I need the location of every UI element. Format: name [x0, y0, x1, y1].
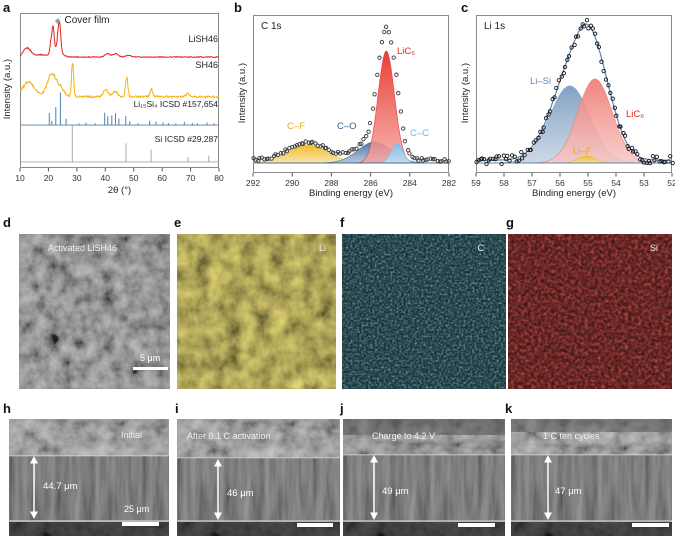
panel-letter-h: h	[3, 401, 11, 416]
svg-text:284: 284	[403, 178, 417, 188]
svg-text:52: 52	[667, 178, 675, 188]
panel-letter-f: f	[340, 215, 345, 230]
cross-section-charge-4v2: Charge to 4.2 V 49 μm	[343, 419, 505, 536]
svg-text:290: 290	[285, 178, 299, 188]
svg-text:55: 55	[583, 178, 593, 188]
svg-text:56: 56	[555, 178, 565, 188]
image-label: Li	[318, 243, 326, 253]
svg-text:20: 20	[44, 173, 54, 183]
eds-map-si: Si	[508, 234, 672, 389]
scale-bar	[122, 522, 159, 526]
panel-letter-d: d	[3, 215, 11, 230]
svg-text:59: 59	[471, 178, 481, 188]
cross-section-texture	[511, 419, 672, 536]
sem-texture	[19, 234, 170, 389]
series-label-si-icsd: Si ICSD #29,287	[154, 134, 218, 144]
image-label: After 0.1 C activation	[187, 431, 271, 441]
svg-text:282: 282	[442, 178, 456, 188]
svg-text:58: 58	[499, 178, 509, 188]
svg-text:292: 292	[246, 178, 260, 188]
scale-bar	[458, 523, 495, 527]
svg-text:286: 286	[364, 178, 378, 188]
peak-label-lisi: Li–Si	[530, 76, 552, 87]
panel-b-title: C 1s	[261, 21, 282, 32]
thickness-arrow	[30, 456, 38, 519]
panel-c-title: Li 1s	[484, 21, 506, 32]
thickness-arrow	[214, 459, 222, 520]
thickness-value: 44.7 μm	[43, 481, 78, 492]
panel-c-xlabel: Binding energy (eV)	[532, 188, 616, 199]
xps-li1s-chart: 59 58 57 56 55 54 53 52	[471, 15, 675, 188]
eds-si-texture	[508, 234, 672, 389]
peak-label-cf: C–F	[287, 121, 305, 132]
panel-a-xlabel: 2θ (°)	[107, 185, 132, 196]
peak-label-lic6-b: LiC₆	[397, 46, 416, 57]
peak-label-lic6-c: LiC₆	[626, 109, 645, 120]
image-label: Charge to 4.2 V	[372, 431, 436, 441]
eds-li-texture	[177, 234, 336, 389]
image-label: Activated LiSH46	[48, 243, 118, 253]
svg-text:54: 54	[611, 178, 621, 188]
svg-text:57: 57	[527, 178, 537, 188]
peak-label-lif: Li–F	[573, 146, 592, 157]
svg-text:30: 30	[72, 173, 82, 183]
panel-letter-e: e	[174, 215, 182, 230]
image-label: Si	[649, 243, 658, 253]
image-label: C	[477, 243, 485, 253]
cross-section-texture	[343, 419, 505, 536]
panel-letter-b: b	[234, 0, 242, 15]
thickness-arrow	[544, 455, 552, 520]
panel-b-ylabel: Intensity (a.u.)	[237, 63, 248, 124]
svg-text:70: 70	[186, 173, 196, 183]
scale-bar-label: 25 μm	[124, 504, 150, 514]
peak-label-cc: C–C	[410, 128, 430, 139]
svg-text:40: 40	[101, 173, 111, 183]
xps-c1s-chart: 292 290 288 286 284 282	[246, 15, 456, 188]
svg-text:50: 50	[129, 173, 139, 183]
svg-text:60: 60	[157, 173, 167, 183]
series-label-lish46: LiSH46	[188, 34, 218, 44]
panel-letter-j: j	[340, 401, 344, 416]
eds-map-c: C	[342, 234, 506, 389]
cross-section-initial: Initial 44.7 μm 25 μm	[9, 419, 169, 536]
panel-c-ylabel: Intensity (a.u.)	[460, 63, 471, 124]
cross-section-ten-cycles: 1 C ten cycles 47 μm	[511, 419, 672, 536]
svg-text:288: 288	[324, 178, 338, 188]
scale-bar	[133, 367, 168, 370]
sem-image-activated-lish46: Activated LiSH46 5 μm	[19, 234, 170, 389]
thickness-arrow	[370, 455, 378, 520]
scale-bar-label: 5 μm	[140, 353, 161, 363]
thickness-value: 49 μm	[382, 486, 409, 497]
panel-letter-c: c	[461, 0, 469, 15]
svg-text:53: 53	[639, 178, 649, 188]
panel-letter-g: g	[506, 215, 514, 230]
cover-film-annotation: Cover film	[55, 15, 110, 26]
panel-b-xlabel: Binding energy (eV)	[309, 188, 393, 199]
series-label-sh46: SH46	[195, 60, 218, 70]
image-label: 1 C ten cycles	[543, 431, 600, 441]
panel-letter-a: a	[3, 0, 11, 15]
scale-bar	[632, 523, 669, 527]
panel-letter-k: k	[505, 401, 513, 416]
panel-a-ylabel: Intensity (a.u.)	[2, 59, 13, 120]
svg-text:10: 10	[15, 173, 25, 183]
peak-label-co: C–O	[337, 121, 357, 132]
image-label: Initial	[121, 430, 143, 440]
thickness-value: 47 μm	[555, 486, 582, 497]
eds-c-texture	[342, 234, 506, 389]
svg-text:80: 80	[214, 173, 224, 183]
scale-bar	[297, 523, 333, 527]
cross-section-texture	[177, 419, 340, 536]
thickness-value: 46 μm	[227, 488, 254, 499]
panel-letter-i: i	[175, 401, 179, 416]
xrd-chart: 10 20 30 40 50 60 70 80	[15, 13, 224, 183]
cross-section-texture	[9, 419, 169, 536]
eds-map-li: Li	[177, 234, 336, 389]
series-label-li15si4: Li₁₅Si₄ ICSD #157,654	[133, 99, 218, 109]
cross-section-after-activation: After 0.1 C activation 46 μm	[177, 419, 340, 536]
diamond-marker-icon	[55, 17, 61, 23]
